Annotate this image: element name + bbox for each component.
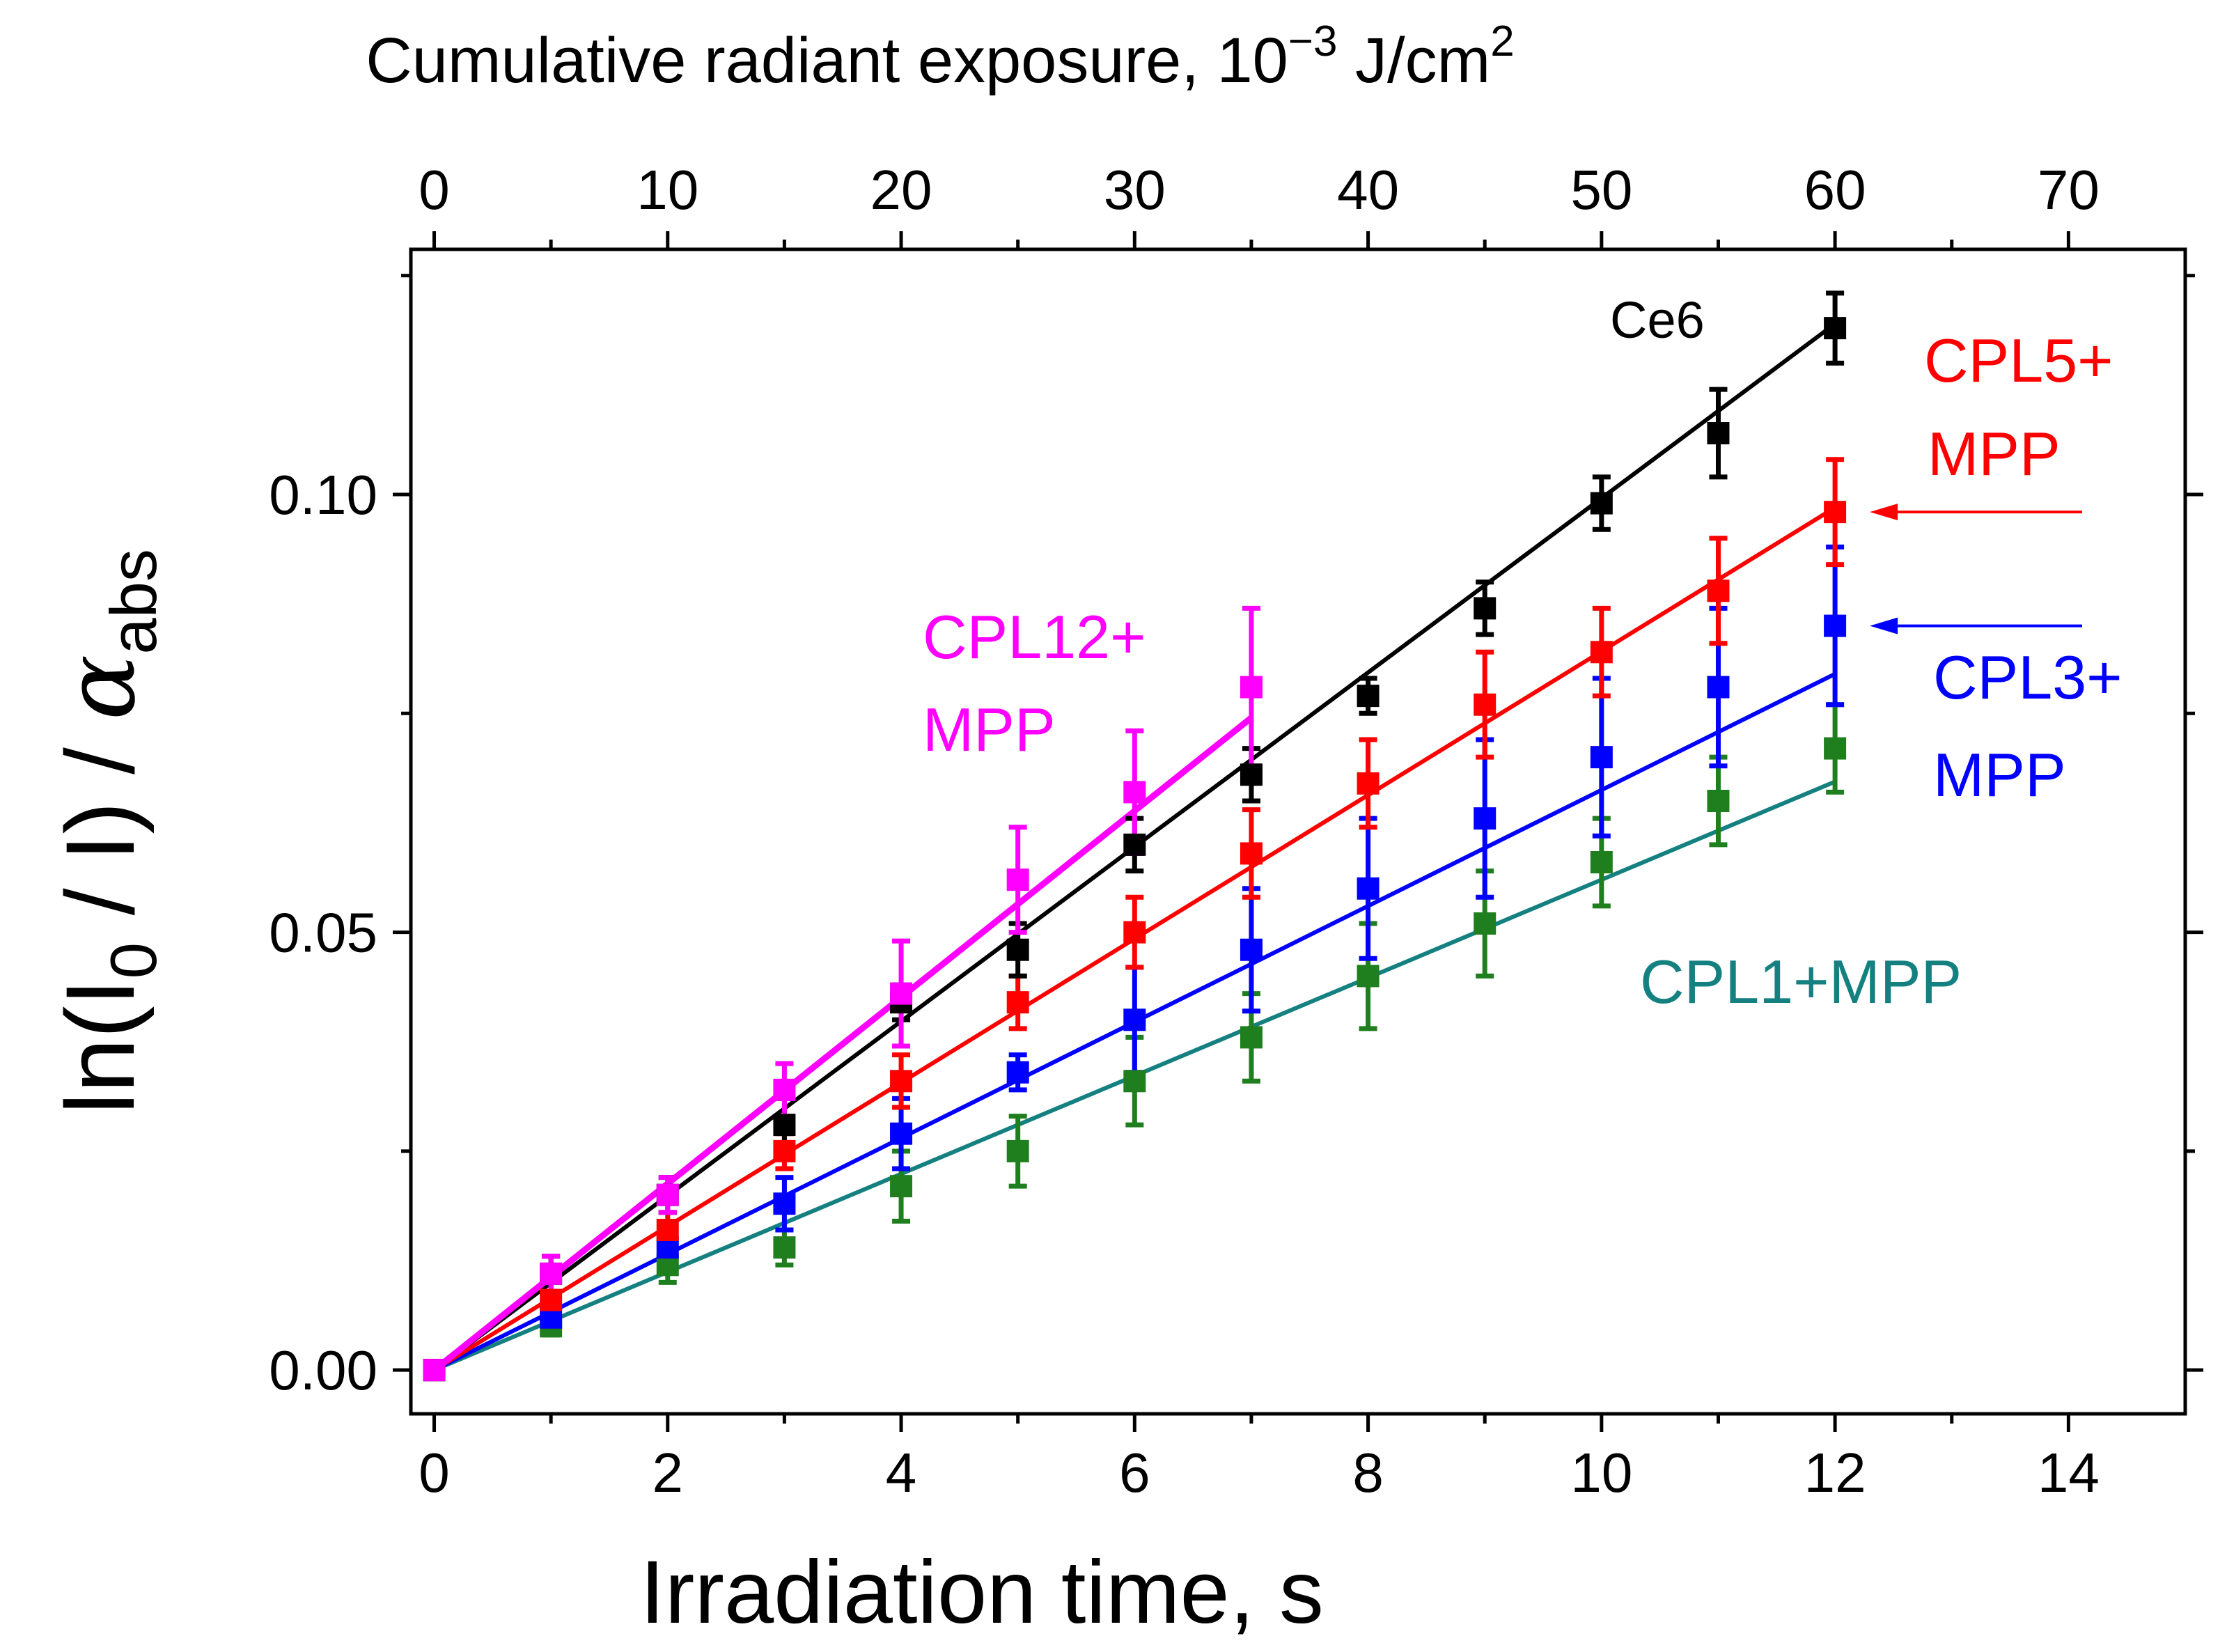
point-cpl1-mpp [1707,790,1730,812]
point-ce6 [1123,833,1146,856]
point-cpl1-mpp [890,1175,913,1198]
label-cpl3-line1: CPL3+ [1933,643,2123,712]
point-cpl1-mpp [1123,1070,1146,1093]
point-cpl12-mpp [540,1262,563,1285]
point-cpl12-mpp [423,1359,446,1382]
x-tick-label: 6 [1119,1442,1150,1504]
label-cpl12-line2: MPP [923,695,1056,764]
point-cpl5-mpp [1240,842,1263,865]
arrow-head-cpl5-mpp [1870,504,1898,521]
point-cpl3-mpp [1824,614,1847,637]
point-cpl5-mpp [1123,921,1146,944]
plot-frame [409,247,2187,1416]
point-cpl5-mpp [1707,579,1730,602]
point-cpl12-mpp [773,1078,796,1101]
point-cpl1-mpp [1474,912,1497,935]
data-points [423,317,1847,1382]
x-tick-label: 12 [1804,1442,1866,1504]
point-cpl3-mpp [1707,676,1730,699]
label-cpl12-line1: CPL12+ [923,602,1146,671]
point-cpl5-mpp [1357,772,1380,795]
point-cpl3-mpp [1240,938,1263,961]
x-tick-label: 14 [2038,1442,2100,1504]
point-cpl3-mpp [1590,746,1613,769]
point-ce6 [773,1114,796,1137]
x-tick-label: 8 [1352,1442,1384,1504]
top-tick-label: 40 [1337,159,1399,221]
x-tick-label: 4 [886,1442,917,1504]
point-ce6 [1006,938,1029,961]
error-bars [542,290,1845,1338]
top-axis-label-unit-exp: 2 [1490,17,1514,65]
y-tick-label: 0.10 [269,464,377,526]
top-tick-label: 70 [2038,159,2100,221]
point-cpl5-mpp [540,1288,563,1311]
tick-labels: 0 2 4 6 8 10 12 14 0 10 20 30 40 50 60 70 0.00 0.05 0.10 [269,159,2100,1504]
point-cpl3-mpp [1006,1061,1029,1084]
y-axis-label-main: ln(I [45,979,155,1114]
label-cpl5-line2: MPP [1928,419,2061,488]
label-ce6: Ce6 [1610,291,1705,349]
point-ce6 [1357,685,1380,708]
point-cpl5-mpp [656,1219,679,1241]
point-cpl1-mpp [1824,737,1847,760]
point-cpl12-mpp [1006,868,1029,891]
top-axis-label-unit: J/cm [1337,25,1490,96]
y-tick-label: 0.05 [269,902,377,964]
point-cpl5-mpp [1824,501,1847,524]
point-cpl5-mpp [1474,693,1497,716]
top-tick-label: 50 [1570,159,1632,221]
point-cpl3-mpp [1474,807,1497,830]
point-cpl1-mpp [1006,1139,1029,1162]
point-ce6 [1590,492,1613,515]
point-cpl3-mpp [1123,1008,1146,1031]
y-axis-label-sub0: 0 [97,942,170,979]
arrows [1870,504,2082,634]
top-tick-label: 0 [419,159,450,221]
point-cpl1-mpp [773,1236,796,1259]
point-cpl1-mpp [1240,1026,1263,1049]
top-tick-label: 30 [1104,159,1166,221]
y-tick-label: 0.00 [269,1339,377,1401]
top-tick-label: 20 [870,159,932,221]
point-cpl3-mpp [890,1122,913,1145]
x-tick-label: 0 [419,1442,450,1504]
top-tick-label: 60 [1804,159,1866,221]
point-cpl5-mpp [1006,991,1029,1014]
top-tick-label: 10 [636,159,698,221]
y-axis-label-subabs: abs [97,549,170,655]
point-ce6 [1474,597,1497,620]
point-cpl12-mpp [890,982,913,1005]
top-axis-label-exp: −3 [1288,17,1338,65]
point-cpl12-mpp [1240,676,1263,699]
y-axis-label: ln(I0 / I) / αabs [44,549,170,1114]
x-axis-label: Irradiation time, s [640,1543,1324,1642]
point-cpl5-mpp [890,1070,913,1093]
arrow-head-cpl3-mpp [1870,617,1898,634]
point-cpl5-mpp [773,1139,796,1162]
point-ce6 [1240,763,1263,786]
point-cpl3-mpp [773,1192,796,1215]
top-axis-label-main: Cumulative radiant exposure, 10 [366,25,1288,96]
y-axis-label-mid: / I) / [45,720,155,942]
point-cpl12-mpp [1123,781,1146,804]
fit-line-cpl12-mpp [432,715,1253,1373]
point-ce6 [1824,317,1847,340]
point-cpl1-mpp [1590,851,1613,873]
top-axis-label: Cumulative radiant exposure, 10−3 J/cm2 [366,17,1514,96]
label-cpl5-line1: CPL5+ [1924,326,2113,395]
x-tick-label: 10 [1570,1442,1632,1504]
label-cpl3-line2: MPP [1933,740,2066,809]
point-cpl5-mpp [1590,641,1613,664]
point-ce6 [1707,422,1730,444]
point-cpl12-mpp [656,1183,679,1206]
point-cpl3-mpp [1357,877,1380,900]
x-tick-label: 2 [653,1442,684,1504]
point-cpl1-mpp [1357,965,1380,988]
label-cpl1: CPL1+MPP [1640,947,1962,1016]
y-axis-label-alpha: α [44,655,157,721]
